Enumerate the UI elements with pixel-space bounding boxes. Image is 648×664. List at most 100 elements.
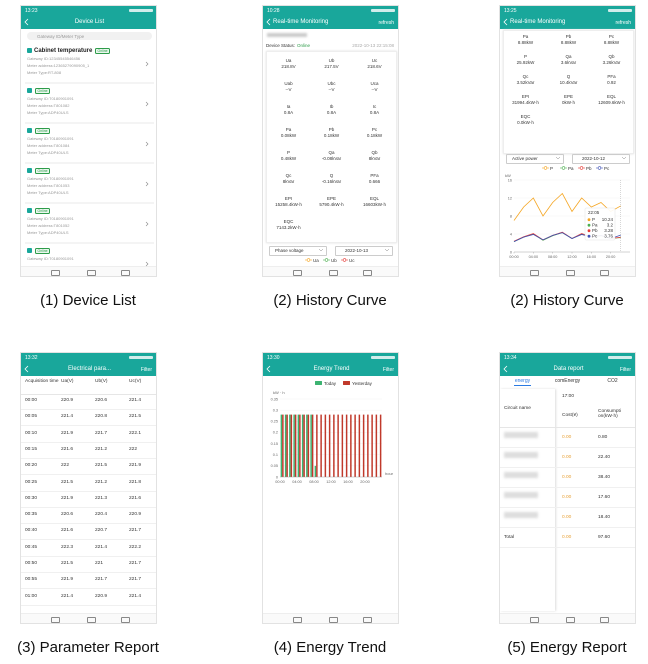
y-tick-label: 12 [508, 196, 512, 200]
app-header [21, 15, 156, 29]
reading-value: 12609.6kW·h [598, 100, 625, 105]
caption: (4) Energy Trend [273, 639, 387, 656]
table-cell: 221.7 [129, 528, 142, 534]
nav-bar [21, 613, 156, 623]
app-header [263, 362, 398, 376]
reading-label: Ia [286, 104, 291, 109]
tooltip-name: Pb [592, 228, 598, 233]
x-tick-label: 08:00 [548, 255, 558, 259]
back-arrow [24, 365, 29, 373]
reading-value: 3.26kVar [602, 60, 621, 65]
table-cell: 221.6 [61, 446, 74, 452]
nav-menu [51, 270, 60, 276]
name-header: Circuit name [504, 406, 531, 411]
cost-header: Cost(¥) [562, 413, 578, 418]
header-action: refresh [615, 19, 631, 26]
table-cell: 221.9 [129, 463, 142, 469]
row-divider [21, 441, 156, 443]
caption: (1) Device List [40, 292, 136, 309]
back-arrow [266, 18, 271, 26]
bar [341, 414, 344, 477]
chevron [145, 181, 149, 187]
nav-back [600, 270, 609, 276]
bar [282, 414, 284, 477]
dropdown-arrow [555, 156, 561, 160]
reading-value: 7143.2kW·h [276, 225, 301, 230]
selector-text: Phase voltage [275, 247, 304, 253]
reading-label: Pc [608, 34, 615, 39]
y-axis-label: kW · h [273, 390, 285, 395]
device-icon [27, 88, 32, 93]
cost-cell: 0.00 [562, 535, 572, 540]
reading-value: 8kVar [282, 179, 295, 184]
caption: (2) History Curve [273, 292, 387, 309]
chevron [145, 61, 149, 67]
table-cell: 221.5 [61, 479, 74, 485]
chevron-right [145, 101, 149, 107]
date-time: 2022-10-13 22:15:08 [352, 43, 394, 48]
row-divider [21, 409, 156, 410]
x-tick-label: 20:00 [606, 255, 616, 259]
table-cell: 221.7 [95, 577, 108, 583]
separator [25, 82, 154, 84]
tooltip-name: P [592, 217, 595, 222]
cost-cell: 0.00 [562, 495, 572, 500]
separator [25, 242, 154, 244]
table-cell: 221.9 [61, 430, 74, 436]
table-cell: 221.4 [61, 593, 74, 599]
table-cell: 00:10 [25, 430, 38, 436]
bar [293, 414, 295, 477]
legend-icon [305, 258, 312, 262]
separator [25, 122, 154, 124]
reading-value: 3.52kVar [516, 80, 535, 85]
tooltip-value: 10.24 [602, 217, 614, 222]
bar [289, 414, 291, 477]
status-icons [608, 9, 632, 12]
reading-value: 8.88kW [560, 40, 577, 45]
back-icon [24, 18, 29, 26]
header-action: Filter [382, 366, 394, 373]
reading-value: 0.92 [607, 80, 616, 85]
separator [25, 162, 154, 164]
legend-dot [324, 258, 329, 262]
nav-home [566, 617, 575, 623]
reading-value: 0kW·h [561, 100, 575, 105]
chevron [145, 141, 149, 147]
x-tick-label: 00:00 [275, 480, 285, 484]
table-cell: 221.6 [129, 495, 142, 501]
legend-dot [561, 166, 566, 170]
caption: (5) Energy Report [507, 639, 627, 656]
legend-label: Pa [568, 165, 574, 171]
status-value: Online [297, 43, 311, 48]
blurred-name [504, 492, 538, 498]
status-time: 13:32 [25, 354, 38, 361]
legend-icon [323, 258, 330, 262]
y-tick-label: 0.25 [271, 420, 278, 424]
status-time: 13:25 [504, 7, 517, 14]
tooltip-time: 22:05 [588, 210, 600, 215]
device-info: Meter address:T801082 [27, 103, 70, 108]
nav-back [121, 270, 130, 276]
x-tick-label: 04:00 [529, 255, 539, 259]
status-icons [129, 356, 153, 359]
consumption-cell: 17.60 [598, 495, 611, 500]
device-icon [27, 248, 32, 253]
chevron [145, 101, 149, 107]
chevron-right [145, 181, 149, 187]
table-cell: 221.5 [95, 463, 108, 469]
blurred-name [504, 452, 538, 458]
table-cell: 222 [61, 463, 70, 469]
consumption-cell: 38.40 [598, 475, 611, 480]
table-cell: 221.2 [95, 446, 108, 452]
reading-label: Uca [370, 81, 379, 86]
bar [345, 414, 348, 477]
chevron-right [145, 141, 149, 147]
reading-value: 16603kW·h [362, 202, 386, 207]
dropdown-icon [384, 248, 390, 252]
cost-cell: 0.00 [562, 475, 572, 480]
y-tick-label: 4 [510, 232, 512, 236]
legend-dot [342, 258, 347, 262]
tooltip-box [584, 207, 616, 241]
status-icons [371, 356, 395, 359]
phone-screen: 13:32 Electrical para... Filter Acquisition… [20, 352, 157, 624]
